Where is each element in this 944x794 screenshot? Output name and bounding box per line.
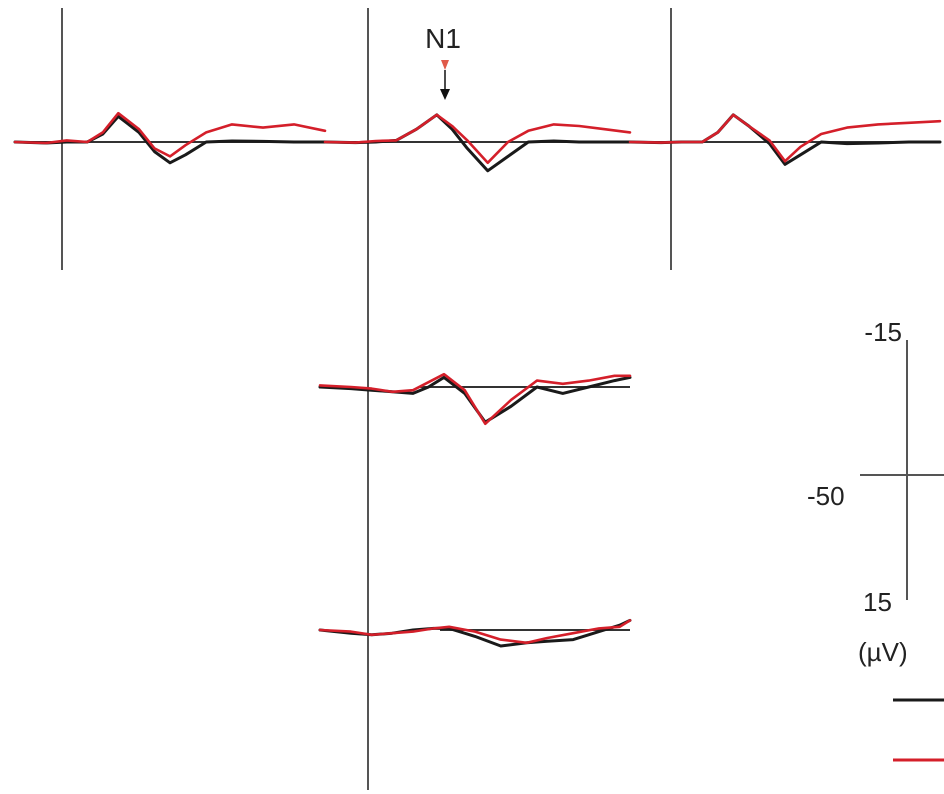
waveform-series-red xyxy=(13,111,327,158)
waveform-series-black xyxy=(318,375,632,424)
waveform-series-red xyxy=(323,113,632,165)
panel-bottom xyxy=(318,618,632,648)
panel-middle xyxy=(318,372,632,426)
n1-arrow-red-icon xyxy=(441,60,449,70)
waveform-series-red xyxy=(318,372,632,426)
scale-bar-y-top-label: -15 xyxy=(864,317,902,347)
scale-bar-y-bottom-label: 15 xyxy=(863,587,892,617)
n1-peak-label: N1 xyxy=(425,23,461,54)
n1-arrows xyxy=(440,60,450,100)
scale-bar-x-left-label: -50 xyxy=(807,481,845,511)
waveform-panels xyxy=(13,111,942,648)
panel-top-left xyxy=(13,111,327,165)
waveform-series-red xyxy=(628,113,942,163)
scale-bar-unit-label: (µV) xyxy=(858,637,908,667)
panel-top-center xyxy=(323,113,632,173)
panel-top-right xyxy=(628,113,942,166)
waveform-series-red xyxy=(318,619,632,645)
legend xyxy=(893,698,944,762)
waveform-series-black xyxy=(628,113,942,166)
n1-arrow-black-icon xyxy=(440,89,450,100)
scale-bar: -15 -50 15 (µV) xyxy=(807,317,944,667)
reference-lines xyxy=(61,8,672,790)
